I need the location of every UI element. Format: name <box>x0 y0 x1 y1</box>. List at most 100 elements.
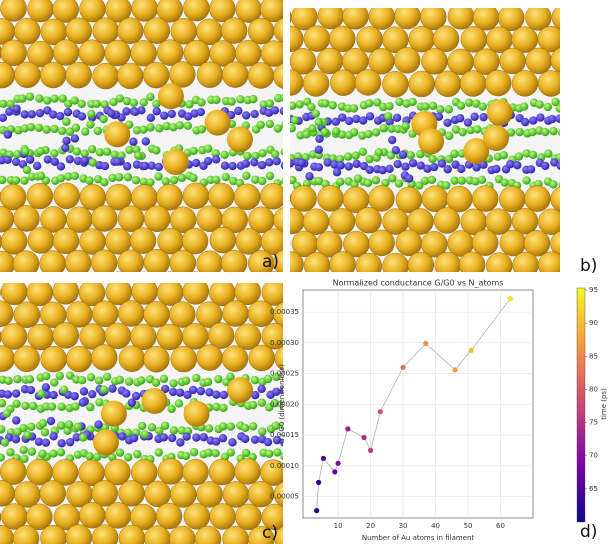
green-atom <box>436 105 444 113</box>
gold-atom <box>143 301 169 327</box>
blue-atom <box>122 107 130 115</box>
green-atom <box>116 448 124 456</box>
green-atom <box>21 147 29 155</box>
green-atom <box>35 94 43 102</box>
green-atom <box>365 99 373 107</box>
gold-atom <box>66 346 92 372</box>
green-atom <box>175 399 183 407</box>
gold-atom <box>434 207 460 233</box>
green-atom <box>501 179 509 187</box>
green-atom <box>38 450 46 458</box>
x-tick-label: 30 <box>399 522 408 530</box>
blue-atom <box>563 116 571 124</box>
green-atom <box>312 109 320 117</box>
gold-atom <box>472 230 498 256</box>
green-atom <box>535 100 543 108</box>
blue-atom <box>443 165 451 173</box>
green-atom <box>380 124 388 132</box>
green-atom <box>37 172 45 180</box>
gold-atom <box>222 346 248 372</box>
green-atom <box>315 118 323 126</box>
blue-atom <box>521 118 529 126</box>
gold-atom <box>118 250 144 276</box>
gold-atom <box>79 40 105 66</box>
blue-atom <box>443 119 451 127</box>
gold-atom <box>408 252 434 278</box>
green-atom <box>565 181 573 189</box>
green-atom <box>87 110 95 118</box>
gold-atom <box>448 3 474 29</box>
green-atom <box>242 172 250 180</box>
green-atom <box>479 102 487 110</box>
green-atom <box>280 148 288 156</box>
green-atom <box>271 150 279 158</box>
green-atom <box>192 374 200 382</box>
gold-atom <box>329 26 355 52</box>
gold-atom <box>227 126 253 152</box>
y-tick-label: 0.00010 <box>270 462 299 470</box>
blue-atom <box>234 107 242 115</box>
chart-title: Normalized conductance G/G0 vs N_atoms <box>333 279 504 288</box>
green-atom <box>81 127 89 135</box>
gold-atom <box>117 63 143 89</box>
green-atom <box>60 386 68 394</box>
blue-atom <box>315 135 323 143</box>
green-atom <box>344 152 352 160</box>
green-atom <box>350 104 358 112</box>
blue-atom <box>56 112 64 120</box>
x-tick-label: 40 <box>431 522 440 530</box>
green-atom <box>219 422 227 430</box>
blue-atom <box>297 158 305 166</box>
blue-atom <box>529 116 537 124</box>
gold-atom <box>303 209 329 235</box>
blue-atom <box>366 112 374 120</box>
green-atom <box>219 404 227 412</box>
blue-atom <box>47 417 55 425</box>
data-point <box>335 461 340 466</box>
green-atom <box>155 448 163 456</box>
gold-atom <box>260 183 286 209</box>
green-atom <box>364 179 372 187</box>
gold-atom <box>221 250 247 276</box>
green-atom <box>103 148 111 156</box>
gold-atom <box>418 128 444 154</box>
green-atom <box>273 448 281 456</box>
blue-atom <box>409 159 417 167</box>
blue-atom <box>271 106 279 114</box>
green-atom <box>249 401 257 409</box>
green-atom <box>266 172 274 180</box>
blue-atom <box>12 389 20 397</box>
gold-atom <box>485 70 511 96</box>
blue-atom <box>70 392 78 400</box>
green-atom <box>50 94 58 102</box>
green-atom <box>190 448 198 456</box>
green-atom <box>565 125 573 133</box>
gold-atom <box>538 252 564 278</box>
green-atom <box>266 120 274 128</box>
gold-atom <box>524 186 550 212</box>
green-atom <box>336 178 344 186</box>
gold-atom <box>500 48 526 74</box>
blue-atom <box>101 162 109 170</box>
blue-atom <box>176 438 184 446</box>
blue-atom <box>61 144 69 152</box>
blue-atom <box>212 390 220 398</box>
green-atom <box>43 96 51 104</box>
gold-atom <box>317 48 343 74</box>
blue-atom <box>405 174 413 182</box>
green-atom <box>515 152 523 160</box>
blue-atom <box>64 108 72 116</box>
gold-atom <box>183 278 209 304</box>
green-atom <box>130 99 138 107</box>
green-atom <box>365 155 373 163</box>
y-tick-label: 0.00035 <box>270 308 299 316</box>
blue-atom <box>27 386 35 394</box>
gold-atom <box>382 71 408 97</box>
gold-atom <box>435 252 461 278</box>
green-atom <box>12 176 20 184</box>
gold-atom <box>40 251 66 277</box>
blue-atom <box>33 162 41 170</box>
green-atom <box>124 453 132 461</box>
gold-atom <box>234 184 260 210</box>
gold-atom <box>197 345 223 371</box>
